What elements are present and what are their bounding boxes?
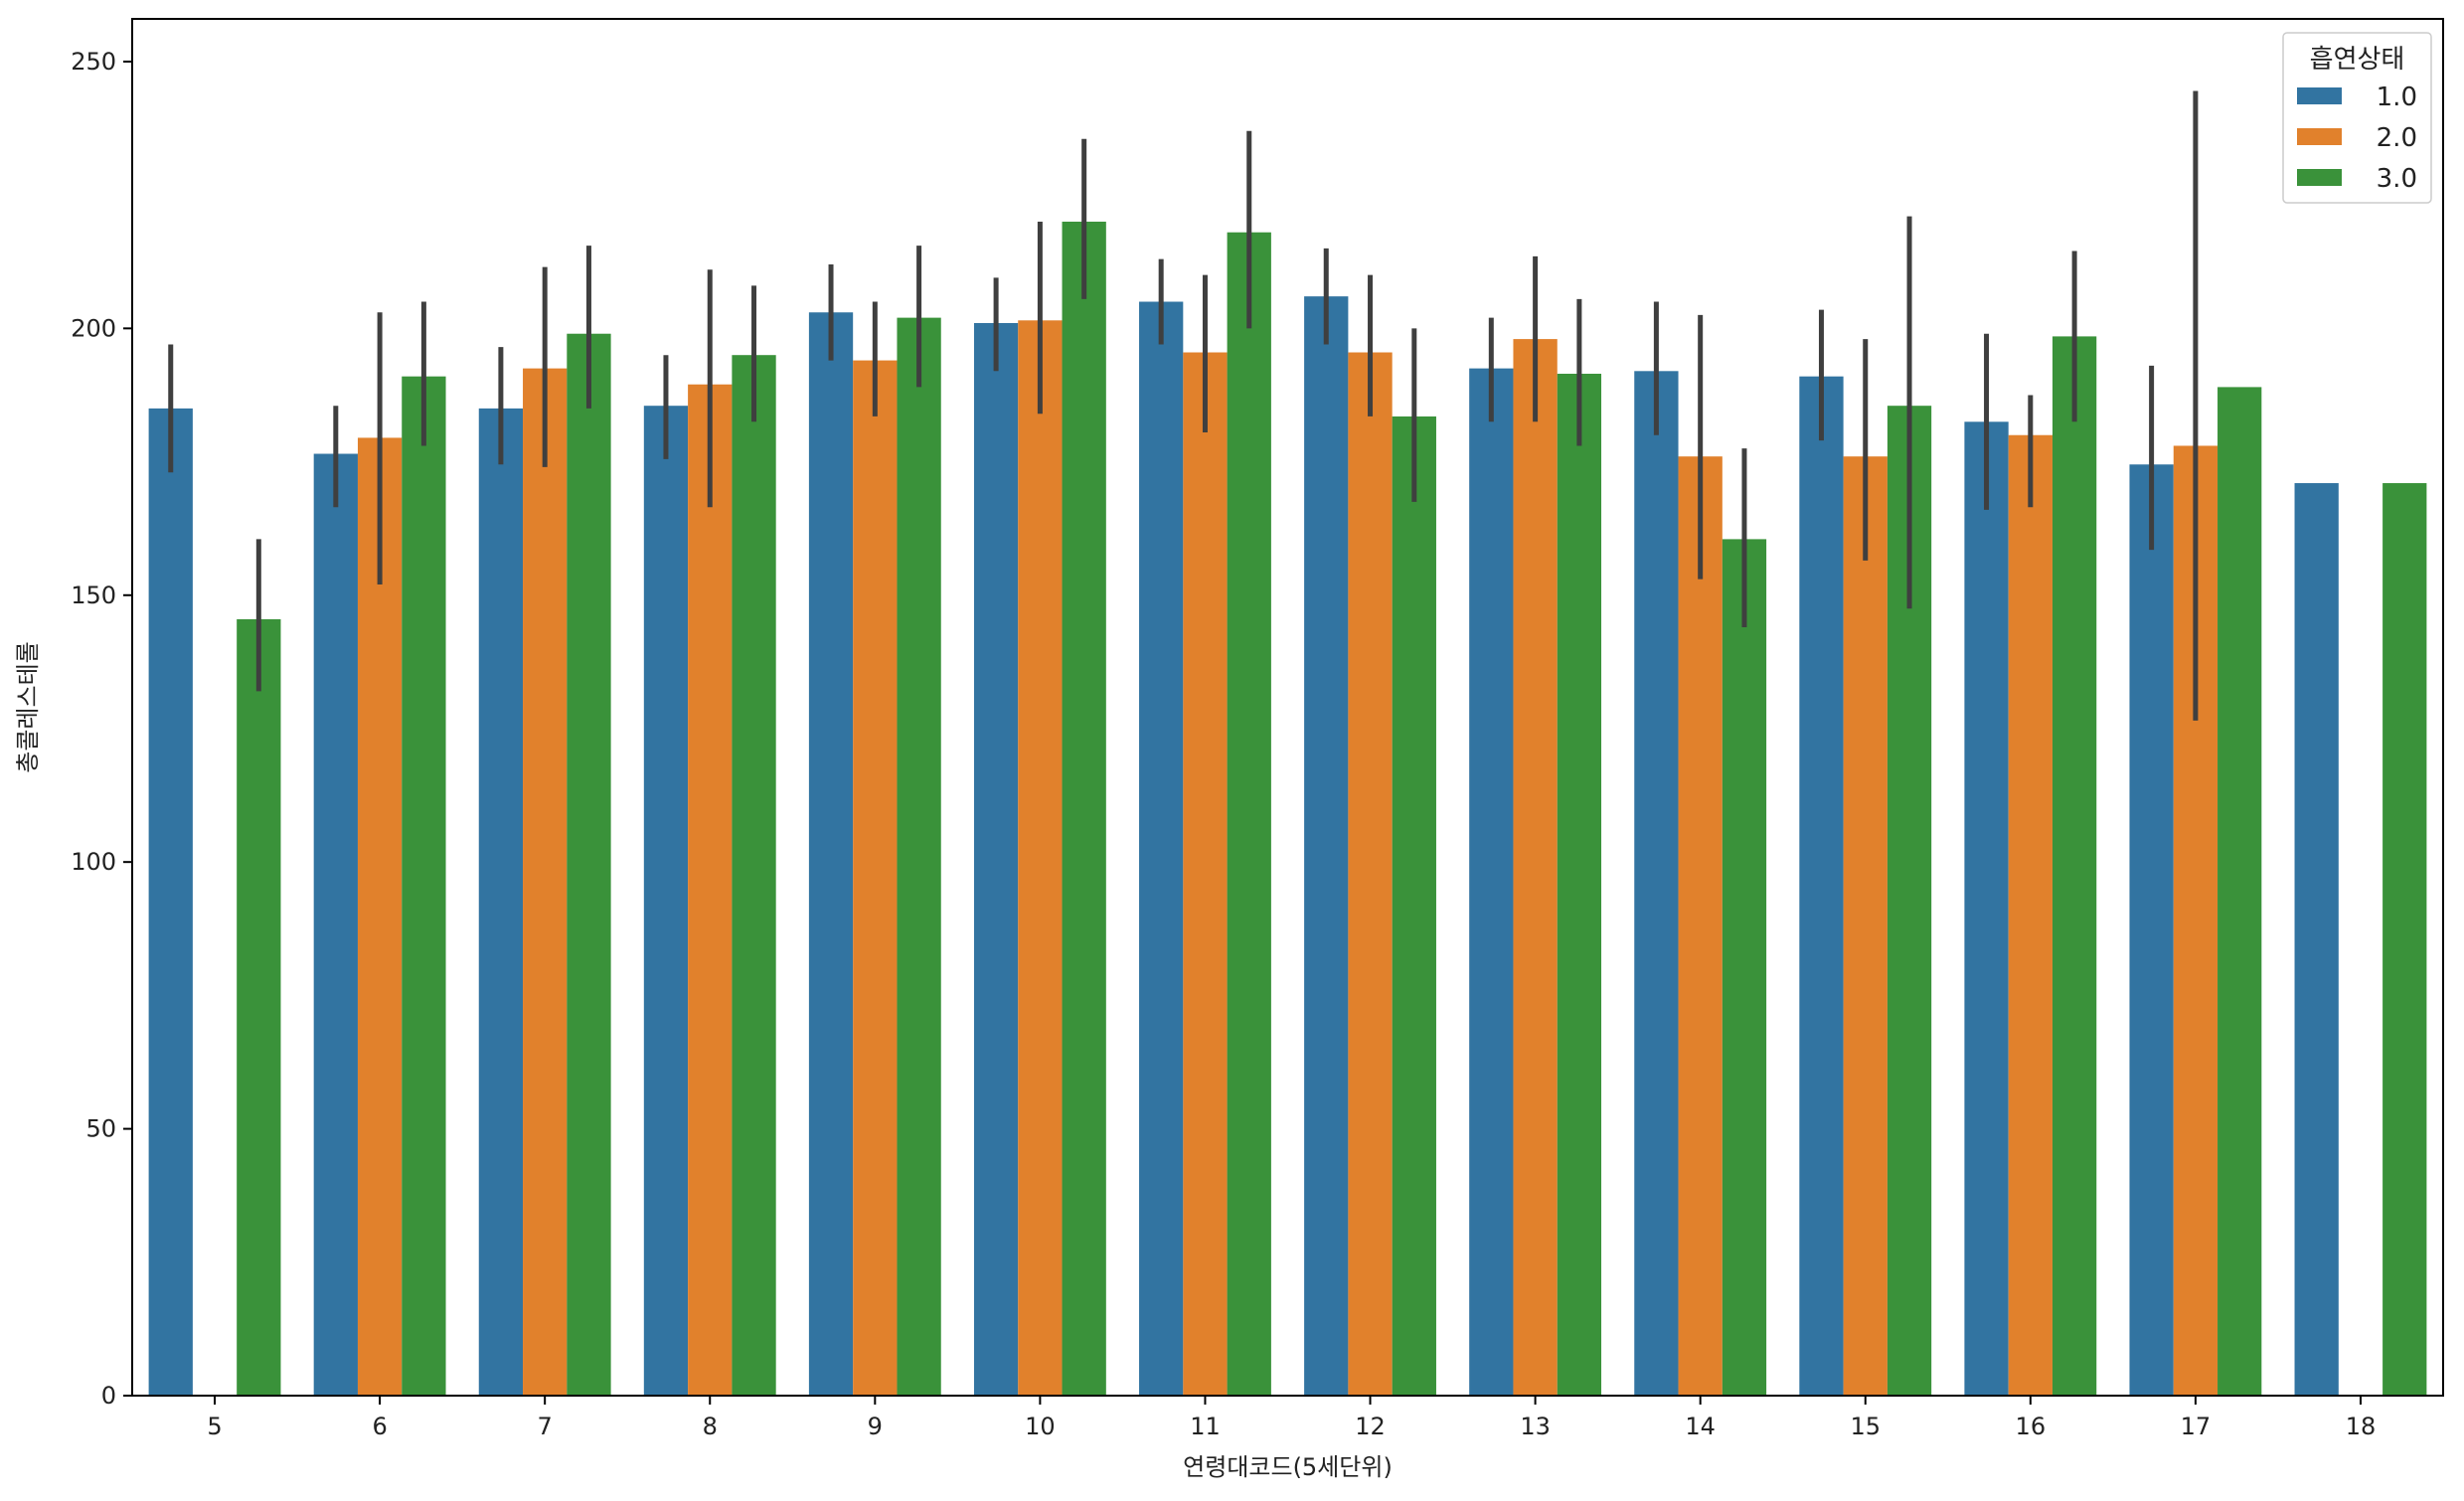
bar-3.0-10 xyxy=(1062,221,1106,1397)
bar-1.0-5 xyxy=(148,408,193,1396)
bar-1.0-12 xyxy=(1304,296,1349,1397)
bar-2.0-16 xyxy=(2008,434,2053,1396)
bar-1.0-7 xyxy=(478,408,524,1396)
y-tick-label: 50 xyxy=(85,1115,116,1143)
x-tick-label: 15 xyxy=(1850,1413,1881,1440)
bar-3.0-6 xyxy=(402,376,446,1396)
bar-1.0-14 xyxy=(1634,371,1679,1396)
x-tick-label: 17 xyxy=(2181,1413,2212,1440)
legend-title: 흡연상태 xyxy=(2310,45,2405,75)
bar-2.0-6 xyxy=(357,437,403,1396)
y-axis-label: 총콜레스테롤 xyxy=(14,641,42,772)
legend-swatch-3.0 xyxy=(2297,169,2342,186)
legend-label-2.0: 2.0 xyxy=(2377,123,2417,153)
bar-1.0-16 xyxy=(1964,421,2009,1396)
x-tick-label: 12 xyxy=(1355,1413,1386,1440)
y-tick-label: 200 xyxy=(71,314,116,342)
y-tick-label: 150 xyxy=(71,582,116,609)
bar-2.0-15 xyxy=(1843,456,1888,1396)
x-axis-label: 연령대코드(5세단위) xyxy=(1183,1453,1393,1481)
y-tick-label: 100 xyxy=(71,848,116,876)
x-tick-label: 18 xyxy=(2346,1413,2377,1440)
bar-3.0-7 xyxy=(567,333,611,1396)
legend-label-3.0: 3.0 xyxy=(2377,164,2417,194)
y-tick-label: 250 xyxy=(71,48,116,76)
x-axis: 5 6 7 8 9 10 11 12 13 14 15 16 17 18 xyxy=(207,1396,2376,1440)
bar-1.0-10 xyxy=(973,322,1019,1396)
bar-2.0-12 xyxy=(1348,352,1393,1397)
bar-3.0-9 xyxy=(897,317,941,1397)
bar-3.0-14 xyxy=(1722,539,1767,1396)
legend-items: 1.0 2.0 3.0 xyxy=(2297,83,2417,194)
bar-1.0-8 xyxy=(643,406,689,1396)
bar-3.0-8 xyxy=(732,355,776,1397)
legend-swatch-1.0 xyxy=(2297,87,2342,104)
bar-1.0-17 xyxy=(2129,464,2174,1397)
bar-3.0-18 xyxy=(2382,483,2427,1396)
x-tick-label: 6 xyxy=(372,1413,387,1440)
bar-2.0-7 xyxy=(523,368,568,1397)
bar-3.0-11 xyxy=(1227,232,1271,1397)
bar-2.0-14 xyxy=(1678,456,1723,1396)
bar-1.0-9 xyxy=(808,312,854,1396)
x-tick-label: 13 xyxy=(1520,1413,1551,1440)
bar-1.0-18 xyxy=(2294,483,2339,1396)
bar-2.0-10 xyxy=(1018,320,1063,1397)
bar-1.0-15 xyxy=(1799,376,1844,1396)
x-tick-label: 9 xyxy=(868,1413,883,1440)
legend: 흡연상태 1.0 2.0 3.0 xyxy=(2282,32,2432,204)
y-axis: 0 50 100 150 200 250 xyxy=(71,48,132,1410)
plot-frame xyxy=(131,18,2444,1397)
bar-3.0-12 xyxy=(1392,416,1436,1397)
bar-2.0-11 xyxy=(1183,352,1228,1397)
bar-2.0-13 xyxy=(1513,339,1558,1396)
bar-3.0-17 xyxy=(2218,387,2262,1396)
bar-1.0-11 xyxy=(1139,301,1184,1396)
x-tick-label: 7 xyxy=(538,1413,553,1440)
bar-2.0-8 xyxy=(688,384,733,1396)
x-tick-label: 11 xyxy=(1190,1413,1221,1440)
bar-2.0-9 xyxy=(853,360,898,1396)
x-tick-label: 8 xyxy=(703,1413,718,1440)
x-tick-label: 10 xyxy=(1025,1413,1056,1440)
legend-swatch-2.0 xyxy=(2297,128,2342,145)
y-tick-label: 0 xyxy=(101,1382,116,1410)
legend-box xyxy=(2282,32,2432,204)
error-bars-layer xyxy=(168,90,2199,721)
bar-1.0-13 xyxy=(1469,368,1514,1397)
legend-label-1.0: 1.0 xyxy=(2377,83,2417,112)
x-tick-label: 14 xyxy=(1685,1413,1716,1440)
x-tick-label: 16 xyxy=(2016,1413,2047,1440)
bar-3.0-13 xyxy=(1557,373,1602,1396)
bar-1.0-6 xyxy=(313,453,358,1396)
bar-3.0-16 xyxy=(2052,336,2097,1396)
bar-3.0-5 xyxy=(237,618,281,1396)
x-tick-label: 5 xyxy=(207,1413,222,1440)
bars-layer xyxy=(148,221,2427,1397)
